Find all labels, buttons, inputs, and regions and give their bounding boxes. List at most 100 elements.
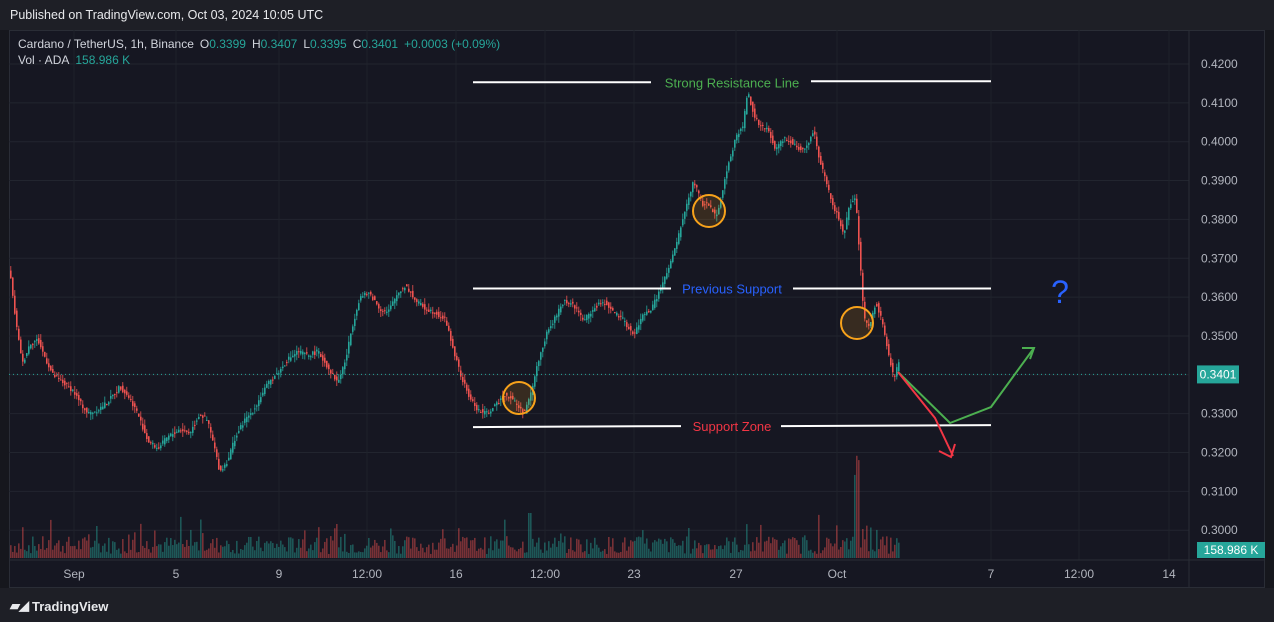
candle (158, 442, 160, 450)
candle (788, 135, 790, 146)
volume-bar (896, 538, 898, 558)
candle-body (384, 310, 386, 312)
candle (442, 312, 444, 321)
candle-body (390, 305, 392, 310)
candle (236, 432, 238, 442)
volume-bar (870, 527, 872, 558)
candle (802, 147, 804, 153)
candle-body (22, 353, 24, 362)
time-tick-label: 12:00 (352, 567, 382, 581)
candle-body (198, 417, 200, 420)
volume-bar (396, 553, 398, 558)
volume-bar (460, 541, 462, 558)
volume-bar (14, 546, 16, 558)
candle (774, 140, 776, 151)
time-tick-label: 7 (988, 567, 995, 581)
candle-body (374, 296, 376, 301)
candle-body (596, 305, 598, 308)
chart-canvas[interactable]: 0.4200 0.4100 0.4000 0.3900 0.3800 0.3700 0.36… (9, 30, 1265, 588)
volume-bar (196, 541, 198, 558)
candle (424, 298, 426, 315)
axis-badges: 0.3401 158.986 K (1197, 365, 1265, 558)
candle-body (602, 302, 604, 304)
bullish-arrowhead (1022, 347, 1036, 360)
volume-bar (790, 539, 792, 558)
candle-body (738, 133, 740, 138)
candle-body (840, 220, 842, 227)
volume-bar (756, 537, 758, 558)
volume-bar (402, 546, 404, 558)
candle (830, 193, 832, 204)
candle (106, 403, 108, 406)
candle (884, 322, 886, 337)
candle (460, 365, 462, 380)
candle-body (852, 201, 854, 203)
volume-bar (40, 548, 42, 558)
volume-bar (312, 550, 314, 558)
volume-bar (158, 544, 160, 558)
candle-body (386, 311, 388, 313)
volume-bar (382, 546, 384, 558)
candle-body (62, 379, 64, 383)
volume-label[interactable]: Vol · ADA (18, 53, 70, 67)
candle-body (816, 136, 818, 147)
candle (562, 303, 564, 309)
candle-body (632, 331, 634, 334)
candle-body (274, 375, 276, 379)
candle (808, 142, 810, 150)
candle (604, 299, 606, 310)
candle (464, 374, 466, 388)
candle (800, 143, 802, 153)
candle-body (686, 203, 688, 211)
candle-body (870, 322, 872, 327)
volume-bar (124, 551, 126, 558)
candle (718, 204, 720, 215)
volume-bar (146, 541, 148, 558)
candle (60, 374, 62, 381)
candle-body (54, 374, 56, 377)
volume-bar (190, 529, 192, 558)
volume-bar (262, 551, 264, 558)
candle (138, 413, 140, 417)
candle (252, 412, 254, 416)
chart-panel[interactable] (9, 30, 1265, 588)
candle-body (122, 385, 124, 393)
candle-body (140, 416, 142, 421)
candle (228, 451, 230, 461)
candle-body (520, 406, 522, 409)
volume-bar (56, 543, 58, 558)
candle-body (838, 211, 840, 220)
volume-bar (852, 536, 854, 558)
candle (658, 288, 660, 302)
candle-body (312, 351, 314, 355)
candle-body (516, 403, 518, 405)
candle-body (676, 241, 678, 249)
candle (48, 358, 50, 372)
tradingview-brand[interactable]: ▰◢ TradingView (10, 598, 108, 614)
candle (428, 303, 430, 313)
grid-lines (9, 30, 1189, 560)
candle (470, 390, 472, 402)
candle (140, 411, 142, 426)
volume-bar (584, 551, 586, 558)
candle (838, 206, 840, 222)
volume-bar (554, 537, 556, 558)
candle (448, 322, 450, 332)
volume-bar (216, 537, 218, 558)
time-tick-label: 23 (627, 567, 641, 581)
symbol-label[interactable]: Cardano / TetherUS, 1h, Binance (18, 37, 194, 51)
candle (156, 443, 158, 452)
candle (738, 129, 740, 144)
candle (194, 420, 196, 430)
volume-bar (128, 534, 130, 558)
candle-body (754, 108, 756, 118)
volume-bar (566, 552, 568, 558)
candle-body (350, 333, 352, 346)
volume-bar (438, 542, 440, 558)
candle-body (880, 311, 882, 316)
volume-bar (684, 553, 686, 558)
volume-bar (198, 550, 200, 558)
candle-body (850, 204, 852, 209)
candle (166, 437, 168, 444)
candle (42, 341, 44, 357)
